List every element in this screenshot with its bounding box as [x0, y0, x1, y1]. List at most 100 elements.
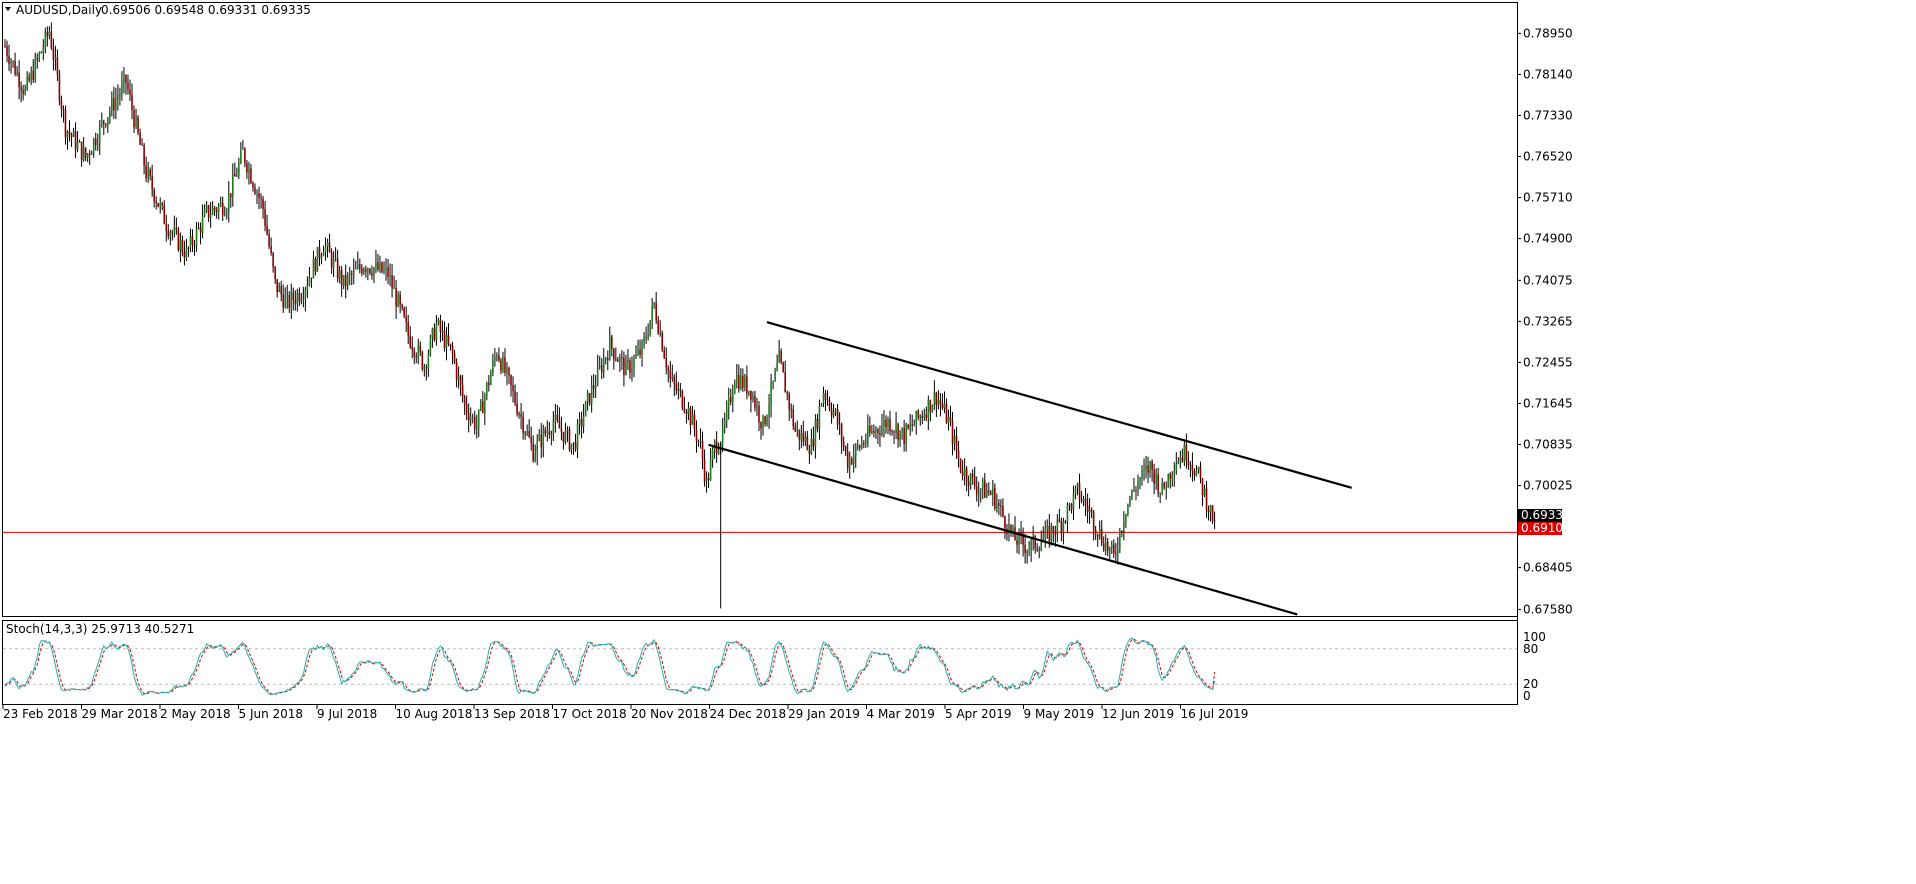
candle-body — [625, 360, 627, 376]
candle-body — [941, 404, 944, 409]
channel-lower-trendline[interactable] — [708, 443, 1298, 616]
candle-body — [387, 267, 389, 277]
candle-body — [167, 230, 170, 236]
candle-body — [772, 380, 774, 384]
last-price-badge-text: 0.69335 — [1521, 508, 1571, 522]
candle-body — [1163, 482, 1165, 488]
candle-body — [492, 359, 494, 374]
candle-body — [62, 108, 65, 111]
candle-body — [451, 346, 454, 354]
candle-body — [72, 131, 75, 137]
candle-body — [865, 440, 867, 444]
candle-body — [171, 232, 174, 234]
candle-body — [606, 357, 609, 360]
candle-body — [901, 427, 903, 431]
candle-body — [304, 289, 307, 300]
candle-body — [227, 193, 230, 212]
candle-body — [264, 208, 266, 226]
candle-body — [88, 153, 91, 155]
candle-body — [937, 400, 940, 405]
stoch-main-line — [4, 637, 1216, 696]
candle-body — [939, 400, 942, 405]
candle-body — [1203, 488, 1206, 496]
stoch-level-lines — [3, 648, 1517, 685]
candle-body — [623, 357, 625, 376]
candle-body — [729, 396, 732, 402]
candle-body — [659, 332, 661, 334]
time-tick-label: 9 May 2019 — [1024, 707, 1095, 721]
stoch-tick-label: 0 — [1523, 689, 1531, 703]
candle-body — [397, 294, 399, 307]
candle-body — [895, 424, 897, 433]
candle-body — [292, 292, 295, 301]
price-tick-label: 0.74075 — [1523, 273, 1573, 287]
candle-body — [445, 334, 448, 349]
candle-body — [260, 197, 262, 200]
candle-body — [703, 459, 706, 482]
candle-body — [754, 396, 756, 408]
candle-body — [272, 253, 274, 267]
candle-body — [778, 350, 780, 363]
candle-body — [1090, 509, 1093, 513]
candle-body — [983, 480, 986, 498]
candle-body — [768, 405, 770, 417]
candle-body — [1026, 550, 1028, 553]
candle-body — [254, 187, 256, 194]
candle-body — [536, 440, 539, 454]
candle-body — [881, 426, 883, 435]
candle-body — [574, 442, 577, 450]
candle-body — [661, 332, 664, 351]
candle-body — [288, 294, 291, 309]
candle-body — [409, 335, 412, 347]
candle-body — [786, 392, 789, 394]
candle-body — [262, 199, 264, 209]
trendline-group[interactable] — [708, 321, 1352, 616]
dropdown-arrow-icon[interactable] — [5, 7, 11, 11]
candle-body — [205, 205, 208, 210]
candle-body — [977, 490, 980, 495]
main-panel-frame — [2, 2, 1518, 617]
candle-body — [673, 376, 676, 384]
candle-body — [149, 169, 151, 177]
candle-body — [155, 201, 157, 204]
candle-body — [270, 246, 272, 254]
candle-body — [10, 61, 12, 64]
price-tick-label: 0.70025 — [1523, 479, 1573, 493]
candle-body — [576, 423, 579, 450]
candle-body — [377, 262, 379, 270]
candle-body — [994, 487, 996, 509]
time-tick-label: 9 Jul 2018 — [317, 707, 377, 721]
candle-body — [183, 252, 186, 258]
candle-body — [340, 270, 343, 286]
candle-body — [403, 308, 405, 317]
candle-body — [790, 409, 793, 411]
candle-body — [240, 149, 242, 163]
candle-body — [552, 421, 555, 434]
ohlc-readout: 0.69506 0.69548 0.69331 0.69335 — [101, 3, 311, 17]
candle-body — [1161, 482, 1163, 493]
candle-body — [1141, 470, 1143, 479]
channel-upper-trendline[interactable] — [766, 321, 1352, 489]
candle-body — [615, 359, 617, 361]
candle-body — [598, 365, 601, 367]
candle-body — [157, 203, 160, 207]
candle-body — [300, 299, 303, 302]
candle-body — [1094, 529, 1097, 535]
candle-body — [875, 429, 877, 433]
candle-body — [348, 273, 351, 275]
candle-body — [651, 305, 653, 320]
candle-body — [459, 376, 462, 385]
candle-body — [242, 148, 244, 150]
candle-body — [318, 247, 321, 259]
candle-body — [276, 278, 278, 292]
candle-body — [1092, 512, 1095, 530]
candle-body — [411, 346, 414, 350]
candle-body — [808, 450, 811, 454]
candle-body — [562, 431, 565, 443]
candle-body — [330, 252, 333, 268]
candle-body — [1185, 444, 1188, 461]
candle-body — [802, 432, 805, 442]
candle-body — [129, 89, 131, 95]
candle-body — [619, 357, 621, 362]
